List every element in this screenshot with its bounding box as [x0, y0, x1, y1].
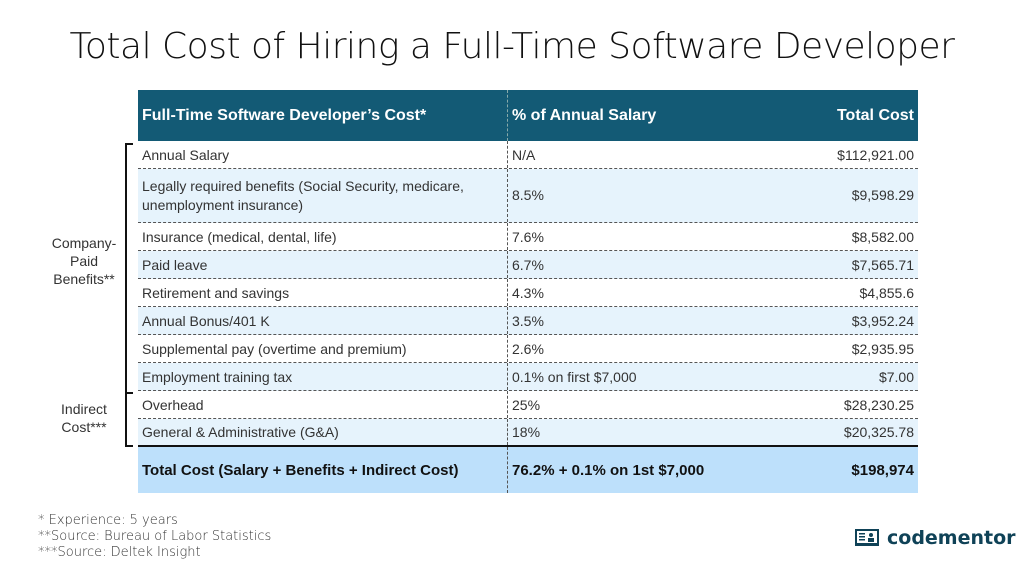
header-total: Total Cost — [836, 106, 914, 124]
logo-text: codementor — [887, 527, 1016, 549]
percent-cell: 3.5% — [507, 307, 728, 334]
header-cost: Full-Time Software Developer’s Cost* — [142, 106, 427, 124]
table-row: Annual Salary N/A $112,921.00 — [138, 141, 918, 169]
total-cell: $8,582.00 — [851, 228, 914, 245]
cost-item: Paid leave — [142, 256, 208, 273]
footnote: **Source: Bureau of Labor Statistics — [38, 529, 272, 544]
footnote: * Experience: 5 years — [38, 513, 178, 528]
header-percent: % of Annual Salary — [507, 90, 728, 141]
percent-cell: N/A — [507, 141, 728, 168]
indirect-bracket — [125, 393, 133, 447]
cost-item: General & Administrative (G&A) — [142, 424, 339, 440]
table-row: Retirement and savings 4.3% $4,855.6 — [138, 279, 918, 307]
table-row: Overhead 25% $28,230.25 — [138, 391, 918, 419]
total-cell: $2,935.95 — [851, 340, 914, 357]
table-row: General & Administrative (G&A) 18% $20,325… — [138, 419, 918, 447]
total-cell: $9,598.29 — [851, 187, 914, 203]
total-value: $198,974 — [851, 461, 914, 479]
cost-item: Annual Bonus/401 K — [142, 312, 270, 329]
total-row: Total Cost (Salary + Benefits + Indirect… — [138, 447, 918, 493]
company-bracket — [125, 143, 133, 394]
footnote: ***Source: Deltek Insight — [38, 545, 201, 560]
percent-cell: 8.5% — [507, 169, 728, 222]
table-row: Insurance (medical, dental, life) 7.6% $8,… — [138, 223, 918, 251]
total-cell: $28,230.25 — [843, 396, 914, 413]
total-cell: $112,921.00 — [837, 146, 914, 163]
cost-item: Insurance (medical, dental, life) — [142, 228, 337, 245]
total-cell: $7,565.71 — [851, 256, 914, 273]
percent-cell: 25% — [507, 391, 728, 418]
footnotes: * Experience: 5 years **Source: Bureau o… — [38, 513, 271, 561]
total-label: Total Cost (Salary + Benefits + Indirect… — [142, 461, 459, 479]
table-row: Legally required benefits (Social Securi… — [138, 169, 918, 223]
percent-cell: 18% — [507, 419, 728, 445]
page-title: Total Cost of Hiring a Full-Time Softwar… — [69, 26, 955, 67]
table-row: Annual Bonus/401 K 3.5% $3,952.24 — [138, 307, 918, 335]
cost-item: Supplemental pay (overtime and premium) — [142, 340, 407, 357]
table-row: Supplemental pay (overtime and premium) 2… — [138, 335, 918, 363]
percent-cell: 2.6% — [507, 335, 728, 362]
total-percent: 76.2% + 0.1% on 1st $7,000 — [507, 447, 728, 493]
total-cell: $7.00 — [878, 368, 914, 385]
percent-cell: 6.7% — [507, 251, 728, 278]
total-cell: $3,952.24 — [851, 312, 914, 329]
cost-item: Employment training tax — [142, 368, 293, 385]
cost-item: Retirement and savings — [142, 284, 290, 301]
cost-item: Legally required benefits (Social Securi… — [142, 177, 464, 213]
cost-item: Annual Salary — [142, 146, 230, 163]
percent-cell: 0.1% on first $7,000 — [507, 363, 728, 390]
percent-cell: 4.3% — [507, 279, 728, 306]
table-header: Full-Time Software Developer’s Cost* % o… — [138, 90, 918, 141]
cost-item: Overhead — [142, 396, 204, 413]
indirect-cost-label: Indirect Cost*** — [61, 401, 107, 435]
table-row: Employment training tax 0.1% on first $7,… — [138, 363, 918, 391]
codementor-logo: codementor — [855, 527, 1016, 549]
total-cell: $20,325.78 — [843, 424, 914, 440]
cost-table: Full-Time Software Developer’s Cost* % o… — [138, 90, 918, 493]
total-cell: $4,855.6 — [859, 284, 915, 301]
mentor-board-icon — [855, 529, 879, 546]
percent-cell: 7.6% — [507, 223, 728, 250]
company-benefits-label: Company-Paid Benefits** — [51, 235, 117, 287]
table-row: Paid leave 6.7% $7,565.71 — [138, 251, 918, 279]
